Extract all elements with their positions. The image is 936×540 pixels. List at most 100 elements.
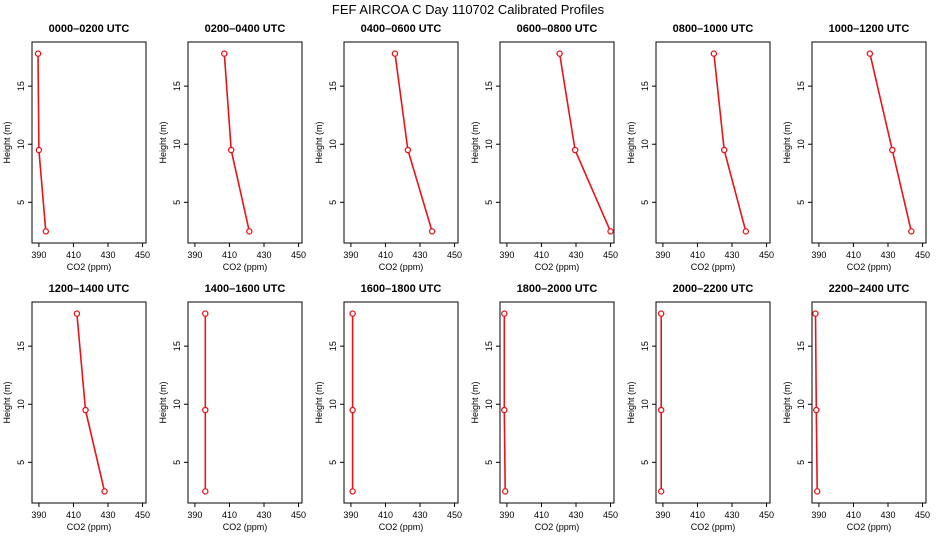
panel-title: 1800–2000 UTC (517, 283, 598, 295)
plot-frame (499, 41, 615, 244)
x-tick-label: 430 (568, 510, 583, 520)
panel-title: 0200–0400 UTC (205, 23, 286, 35)
data-point (720, 146, 728, 154)
y-tick-label: 10 (484, 399, 494, 409)
panel-title: 1200–1400 UTC (49, 283, 130, 295)
data-point (101, 488, 108, 495)
data-point (813, 406, 820, 414)
x-tick-label: 410 (846, 250, 861, 260)
profile-line (394, 53, 433, 232)
profile-line (558, 53, 612, 232)
data-point (202, 406, 209, 414)
y-tick-label: 10 (640, 399, 650, 409)
y-axis-label: Height (m) (470, 381, 480, 423)
plot-frame (655, 41, 771, 244)
x-axis-label: CO2 (ppm) (847, 522, 892, 532)
y-axis-label: Height (m) (2, 121, 12, 163)
x-tick-label: 410 (846, 510, 861, 520)
x-tick-label: 410 (534, 250, 549, 260)
plot-frame (31, 41, 147, 244)
y-tick-label: 15 (484, 341, 494, 351)
data-point (227, 146, 235, 154)
data-point (908, 228, 915, 235)
y-tick-label: 10 (16, 399, 26, 409)
y-tick-label: 5 (328, 460, 338, 465)
x-tick-label: 430 (880, 510, 895, 520)
data-point (349, 310, 356, 317)
y-tick-label: 10 (16, 139, 26, 149)
chart-panel-11: 2000–2200 UTC 390 410 430 450 5 10 15 CO2 (ppm) H… (626, 283, 774, 532)
y-tick-label: 10 (172, 399, 182, 409)
x-tick-label: 430 (724, 510, 739, 520)
y-axis-label: Height (m) (158, 121, 168, 163)
profile-line (869, 53, 913, 232)
x-tick-label: 410 (66, 250, 81, 260)
profile-line (814, 313, 818, 492)
panel-title: 0000–0200 UTC (49, 23, 130, 35)
y-axis-label: Height (m) (314, 121, 324, 163)
y-tick-label: 15 (16, 81, 26, 91)
x-tick-label: 390 (187, 510, 202, 520)
x-tick-label: 390 (31, 250, 46, 260)
plot-frame (31, 301, 147, 504)
data-point (710, 50, 718, 57)
x-tick-label: 390 (655, 510, 670, 520)
y-tick-label: 10 (484, 139, 494, 149)
chart-panel-8: 1400–1600 UTC 390 410 430 450 5 10 15 CO2 (ppm) H… (158, 283, 306, 532)
y-tick-label: 15 (796, 81, 806, 91)
x-axis-label: CO2 (ppm) (67, 262, 112, 272)
y-tick-label: 10 (640, 139, 650, 149)
y-tick-label: 15 (16, 341, 26, 351)
x-tick-label: 450 (915, 250, 930, 260)
x-tick-label: 430 (412, 510, 427, 520)
plot-frame (655, 301, 771, 504)
panel-title: 0600–0800 UTC (517, 23, 598, 35)
chart-panel-2: 0200–0400 UTC 390 410 430 450 5 10 15 CO2 (ppm) H… (158, 23, 306, 272)
y-tick-label: 5 (328, 200, 338, 205)
profile-line (223, 53, 251, 232)
y-tick-label: 5 (484, 200, 494, 205)
x-axis-label: CO2 (ppm) (847, 262, 892, 272)
data-point (556, 50, 563, 57)
y-axis-label: Height (m) (626, 381, 636, 423)
chart-panel-5: 0800–1000 UTC 390 410 430 450 5 10 15 CO2 (ppm) H… (626, 23, 774, 272)
y-tick-label: 15 (172, 341, 182, 351)
data-point (82, 406, 89, 414)
x-tick-label: 450 (447, 250, 462, 260)
x-tick-label: 450 (603, 250, 618, 260)
data-point (889, 146, 896, 154)
x-tick-label: 410 (66, 510, 81, 520)
y-tick-label: 10 (328, 399, 338, 409)
chart-panel-6: 1000–1200 UTC 390 410 430 450 5 10 15 CO2 (ppm) H… (782, 23, 930, 272)
x-tick-label: 430 (724, 250, 739, 260)
y-tick-label: 5 (172, 460, 182, 465)
chart-panel-9: 1600–1800 UTC 390 410 430 450 5 10 15 CO2 (ppm) H… (314, 283, 462, 532)
data-point (349, 406, 356, 414)
y-axis-label: Height (m) (314, 381, 324, 423)
x-axis-label: CO2 (ppm) (223, 262, 268, 272)
x-tick-label: 410 (690, 250, 705, 260)
panel-title: 1600–1800 UTC (361, 283, 442, 295)
y-tick-label: 15 (640, 341, 650, 351)
chart-panel-3: 0400–0600 UTC 390 410 430 450 5 10 15 CO2 (ppm) H… (314, 23, 462, 272)
data-point (202, 310, 209, 317)
y-axis-label: Height (m) (2, 381, 12, 423)
y-tick-label: 5 (640, 200, 650, 205)
x-tick-label: 450 (759, 510, 774, 520)
x-axis-label: CO2 (ppm) (691, 262, 736, 272)
data-point (202, 488, 209, 495)
x-tick-label: 390 (499, 510, 514, 520)
x-tick-label: 430 (256, 250, 271, 260)
panel-title: 0400–0600 UTC (361, 23, 442, 35)
plot-frame (187, 41, 303, 244)
y-tick-label: 10 (172, 139, 182, 149)
x-tick-label: 390 (343, 510, 358, 520)
y-tick-label: 10 (796, 139, 806, 149)
x-tick-label: 410 (378, 250, 393, 260)
data-point (34, 50, 42, 57)
x-tick-label: 450 (915, 510, 930, 520)
y-tick-label: 5 (16, 200, 26, 205)
plot-frame (187, 301, 303, 504)
profile-line (37, 53, 47, 232)
profile-line (76, 313, 106, 492)
